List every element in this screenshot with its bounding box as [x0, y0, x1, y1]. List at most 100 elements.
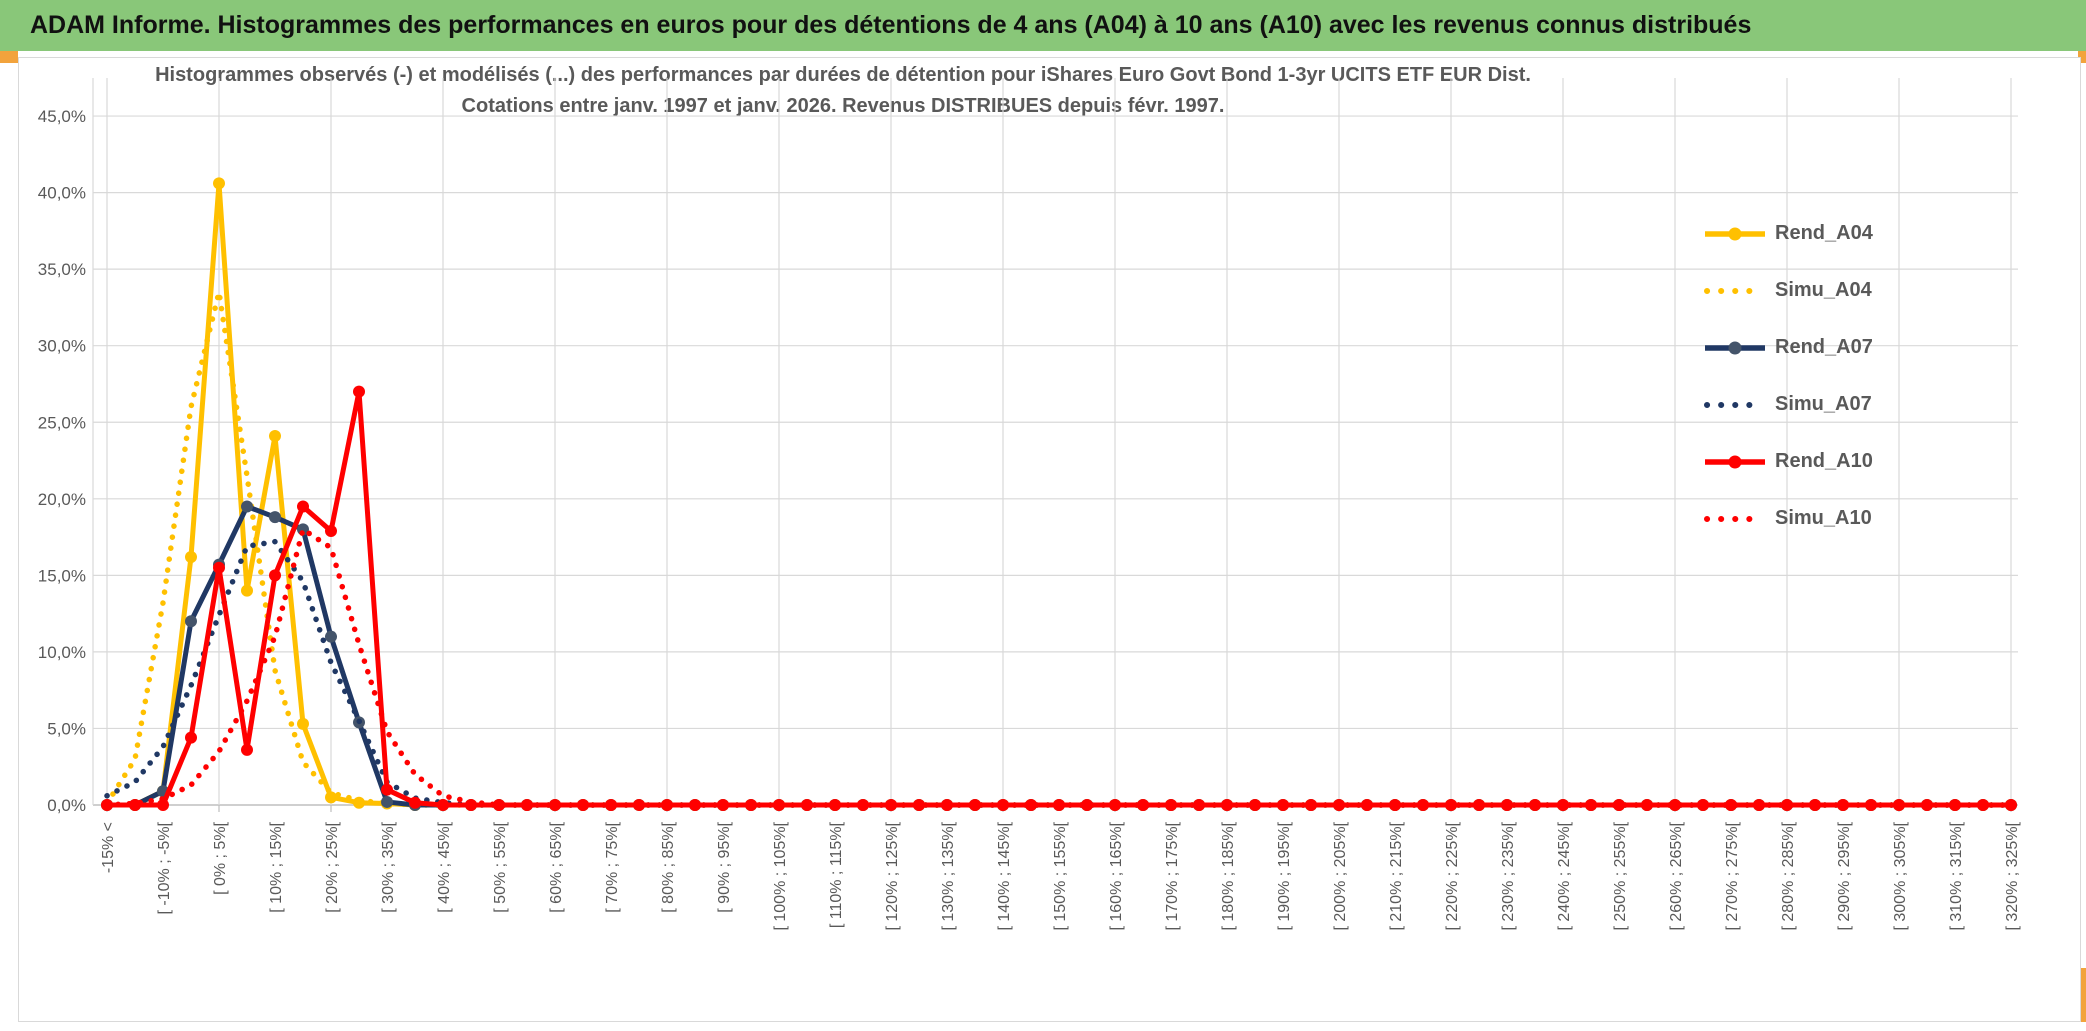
data-point-marker	[969, 799, 981, 811]
data-point-marker	[1389, 799, 1401, 811]
data-point-marker	[661, 799, 673, 811]
x-axis-tick-label: [ 30% ; 35%[	[380, 821, 397, 912]
x-axis-tick-label: [ 60% ; 65%[	[548, 821, 565, 912]
data-point-marker	[325, 630, 337, 643]
solid-line-swatch-icon	[1703, 227, 1767, 241]
x-axis-tick-label: [ 80% ; 85%[	[660, 821, 677, 912]
gold-cell-bottom-right-vertical	[2076, 968, 2086, 1022]
x-axis-tick-label: [ 220% ; 225%[	[1444, 821, 1461, 930]
data-point-marker	[2005, 799, 2017, 811]
data-point-marker	[185, 615, 197, 628]
data-point-marker	[409, 796, 421, 809]
legend-item-simu_a04[interactable]: Simu_A04	[1703, 262, 1933, 319]
y-axis-tick-label: 10,0%	[38, 643, 86, 662]
x-axis-tick-label: [ 200% ; 205%[	[1332, 821, 1349, 930]
legend-item-rend_a04[interactable]: Rend_A04	[1703, 205, 1933, 262]
data-point-marker	[1249, 799, 1261, 811]
dotted-line-swatch-icon	[1703, 284, 1767, 298]
data-point-marker	[605, 799, 617, 811]
page-title: ADAM Informe. Histogrammes des performan…	[30, 11, 1752, 39]
data-point-marker	[913, 799, 925, 811]
data-point-marker	[1557, 799, 1569, 811]
data-point-marker	[269, 511, 281, 524]
chart-title-line1: Histogrammes observés (-) et modélisés (…	[155, 64, 1531, 86]
series-line-simu_a07[interactable]	[104, 538, 2014, 808]
data-point-marker	[241, 500, 253, 513]
x-axis-tick-label: [ 100% ; 105%[	[772, 821, 789, 930]
data-point-marker	[157, 799, 169, 811]
data-point-marker	[381, 783, 393, 796]
data-point-marker	[1669, 799, 1681, 811]
y-axis-tick-label: 35,0%	[38, 260, 86, 279]
data-point-marker	[1137, 799, 1149, 811]
x-axis-tick-label: [ 10% ; 15%[	[268, 821, 285, 912]
data-point-marker	[1613, 799, 1625, 811]
legend-item-simu_a07[interactable]: Simu_A07	[1703, 376, 1933, 433]
x-axis-tick-label: [ 130% ; 135%[	[940, 821, 957, 930]
x-axis-tick-label: [ 230% ; 235%[	[1500, 821, 1517, 930]
data-point-marker	[185, 731, 197, 744]
x-axis-tick-label: [ 150% ; 155%[	[1052, 821, 1069, 930]
legend-label: Simu_A10	[1775, 507, 1872, 529]
legend-item-rend_a10[interactable]: Rend_A10	[1703, 433, 1933, 490]
header-bar: ADAM Informe. Histogrammes des performan…	[0, 0, 2086, 51]
data-point-marker	[857, 799, 869, 811]
x-axis-tick-label: [ -10% ; -5%[	[156, 821, 173, 914]
gold-cell-top-left	[0, 51, 18, 63]
x-axis-tick-label: [ 270% ; 275%[	[1724, 821, 1741, 930]
data-point-marker	[1781, 799, 1793, 811]
data-point-marker	[1445, 799, 1457, 811]
data-point-marker	[493, 799, 505, 811]
y-axis-tick-label: 25,0%	[38, 413, 86, 432]
series-markers-rend_a07	[101, 500, 2017, 811]
data-point-marker	[437, 799, 449, 811]
x-axis-tick-label: [ 20% ; 25%[	[324, 821, 341, 912]
legend-label: Rend_A04	[1775, 222, 1873, 244]
data-point-marker	[1025, 799, 1037, 811]
y-axis-tick-label: 40,0%	[38, 184, 86, 203]
data-point-marker	[1081, 799, 1093, 811]
x-axis-tick-label: [ 300% ; 305%[	[1892, 821, 1909, 930]
chart-legend: Rend_A04 Simu_A04 Rend_A07 Simu_A07 Rend_A10…	[1703, 205, 1933, 547]
y-axis-tick-label: 15,0%	[38, 566, 86, 585]
x-axis-tick-label: [ 50% ; 55%[	[492, 821, 509, 912]
legend-label: Simu_A07	[1775, 393, 1872, 415]
data-point-marker	[353, 385, 365, 398]
x-axis-tick-label: [ 170% ; 175%[	[1164, 821, 1181, 930]
legend-item-simu_a10[interactable]: Simu_A10	[1703, 490, 1933, 547]
data-point-marker	[269, 569, 281, 582]
x-axis-tick-label: [ 180% ; 185%[	[1220, 821, 1237, 930]
x-axis-tick-label: [ 320% ; 325%[	[2004, 821, 2021, 930]
data-point-marker	[549, 799, 561, 811]
x-axis-tick-label: [ 70% ; 75%[	[604, 821, 621, 912]
chart-object-frame[interactable]	[18, 57, 2081, 1022]
x-axis-tick-label: [ 120% ; 125%[	[884, 821, 901, 930]
data-point-marker	[801, 799, 813, 811]
x-axis-tick-label: [ 40% ; 45%[	[436, 821, 453, 912]
x-axis-tick-label: [ 310% ; 315%[	[1948, 821, 1965, 930]
data-point-marker	[325, 791, 337, 804]
data-point-marker	[325, 524, 337, 537]
x-axis-tick-label: [ 260% ; 265%[	[1668, 821, 1685, 930]
y-axis-tick-label: 0,0%	[47, 796, 86, 815]
x-axis-tick-label: [ 290% ; 295%[	[1836, 821, 1853, 930]
series-line-rend_a07[interactable]	[104, 503, 2014, 808]
y-axis-tick-label: 45,0%	[38, 107, 86, 126]
legend-item-rend_a07[interactable]: Rend_A07	[1703, 319, 1933, 376]
data-point-marker	[297, 500, 309, 513]
x-axis-tick-label: -15% <	[100, 822, 117, 873]
x-axis-tick-label: [ 250% ; 255%[	[1612, 821, 1629, 930]
data-point-marker	[213, 561, 225, 574]
data-point-marker	[1949, 799, 1961, 811]
y-axis-tick-label: 20,0%	[38, 490, 86, 509]
x-axis-tick-label: [ 280% ; 285%[	[1780, 821, 1797, 930]
x-axis-tick-label: [ 90% ; 95%[	[716, 821, 733, 912]
data-point-marker	[241, 584, 253, 597]
x-axis-tick-label: [ 110% ; 115%[	[828, 821, 845, 928]
x-axis-tick-label: [ 210% ; 215%[	[1388, 821, 1405, 930]
series-line-simu_a10[interactable]	[104, 525, 2014, 808]
data-point-marker	[1193, 799, 1205, 811]
solid-line-swatch-icon	[1703, 455, 1767, 469]
data-point-marker	[1893, 799, 1905, 811]
